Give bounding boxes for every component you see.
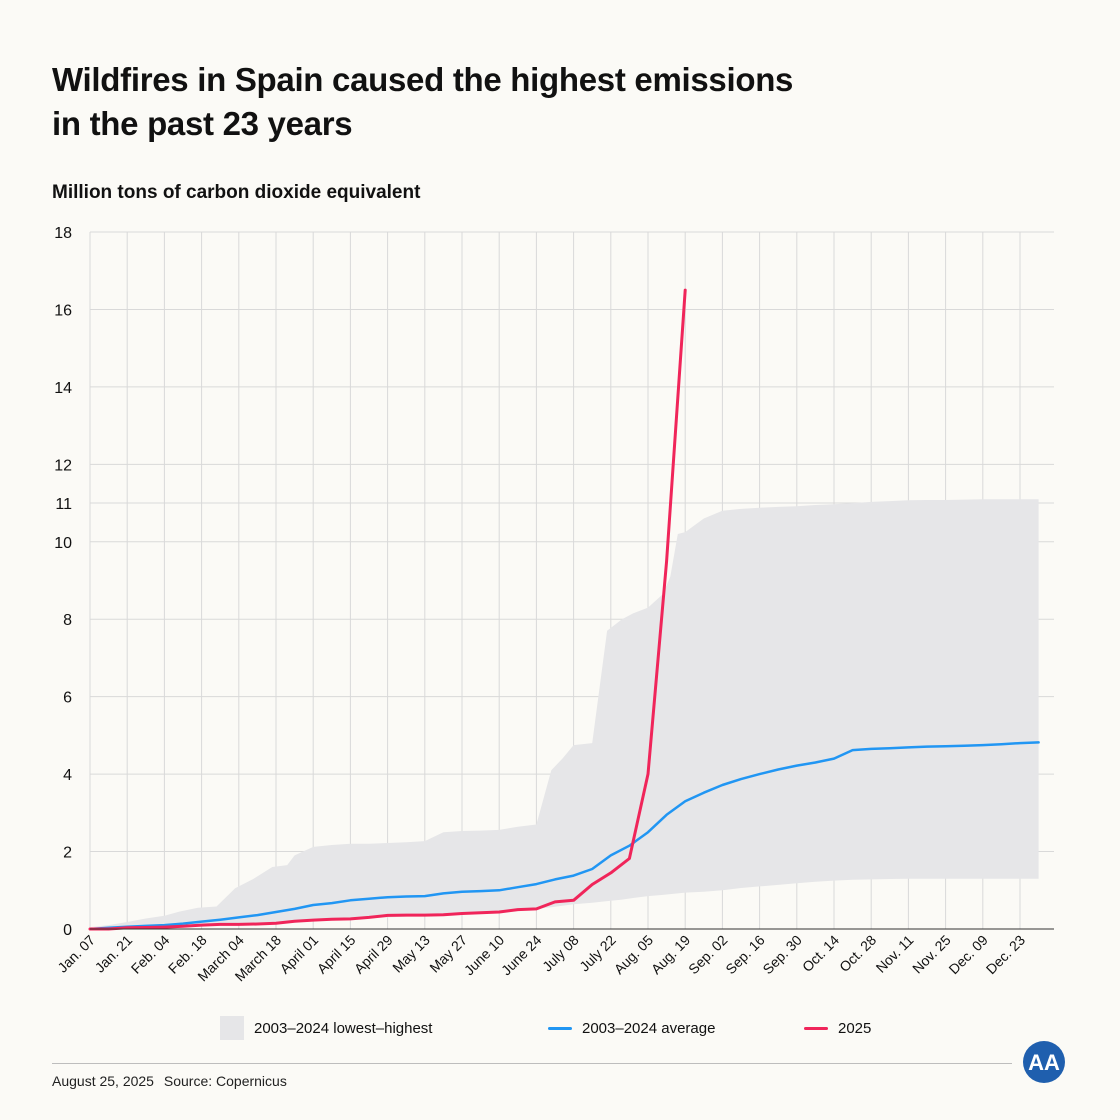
range-band: [90, 499, 1039, 929]
chart-title: Wildfires in Spain caused the highest em…: [52, 58, 952, 146]
x-tick-label: June 10: [461, 932, 508, 979]
legend-band-label: 2003–2024 lowest–highest: [254, 1019, 433, 1037]
y-tick-label: 11: [55, 496, 72, 513]
current-year-line: [88, 288, 687, 931]
x-tick-label: Nov. 25: [909, 932, 954, 977]
y-tick-label: 4: [63, 767, 72, 784]
y-tick-label: 6: [63, 690, 72, 707]
legend-average: 2003–2024 average: [548, 1014, 715, 1042]
y-tick-label: 12: [54, 457, 72, 474]
x-tick-label: Nov. 11: [873, 932, 917, 976]
legend-band: 2003–2024 lowest–highest: [220, 1014, 432, 1042]
title-line-1: Wildfires in Spain caused the highest em…: [52, 61, 794, 98]
x-tick-label: May 13: [389, 932, 433, 976]
x-tick-label: Sep. 02: [685, 932, 731, 978]
legend-average-swatch: [548, 1026, 572, 1030]
logo-text: AA: [1028, 1050, 1060, 1075]
y-tick-label: 10: [54, 535, 72, 552]
footer: August 25, 2025 Source: Copernicus: [52, 1073, 293, 1089]
x-tick-label: Sep. 16: [722, 932, 768, 978]
x-tick-label: April 15: [314, 932, 359, 977]
y-tick-label: 16: [54, 302, 72, 319]
y-tick-label: 18: [54, 225, 72, 242]
x-tick-label: Jan. 21: [92, 932, 136, 976]
average-line: [88, 741, 1040, 931]
y-tick-label: 14: [54, 380, 72, 397]
legend-current: 2025: [804, 1014, 871, 1042]
footer-source: Source: Copernicus: [163, 1073, 287, 1089]
chart-subtitle: Million tons of carbon dioxide equivalen…: [52, 182, 421, 203]
anadolu-logo-icon: AA: [1023, 1041, 1065, 1083]
x-tick-label: April 01: [276, 932, 321, 977]
x-tick-label: Jan. 07: [54, 932, 98, 976]
title-line-2: in the past 23 years: [52, 105, 353, 142]
y-tick-label: 2: [63, 845, 72, 862]
y-tick-label: 8: [63, 612, 72, 629]
legend-current-label: 2025: [838, 1019, 872, 1037]
series-lines: [88, 288, 1040, 931]
legend-average-label: 2003–2024 average: [582, 1019, 716, 1037]
footer-divider: [52, 1063, 1012, 1064]
x-tick-label: Feb. 04: [128, 932, 173, 977]
x-tick-label: Aug. 05: [611, 932, 657, 978]
x-tick-label: July 08: [539, 932, 582, 975]
x-tick-label: Dec. 09: [945, 932, 991, 978]
x-tick-label: Oct. 28: [836, 932, 879, 975]
x-tick-label: Dec. 23: [983, 932, 1029, 978]
legend-band-swatch: [220, 1016, 244, 1040]
x-tick-label: April 29: [351, 932, 396, 977]
range-band-area: [90, 499, 1039, 929]
x-tick-label: Sep. 30: [759, 932, 805, 978]
legend-current-swatch: [804, 1026, 828, 1030]
footer-date: August 25, 2025: [52, 1073, 154, 1089]
y-tick-label: 0: [63, 922, 72, 939]
x-tick-label: Oct. 14: [799, 932, 842, 975]
x-tick-label: June 24: [498, 932, 545, 979]
y-axis: 0 2 4 6 8 10 11 12 14 16 18: [54, 225, 72, 939]
x-tick-label: Aug. 19: [648, 932, 694, 978]
